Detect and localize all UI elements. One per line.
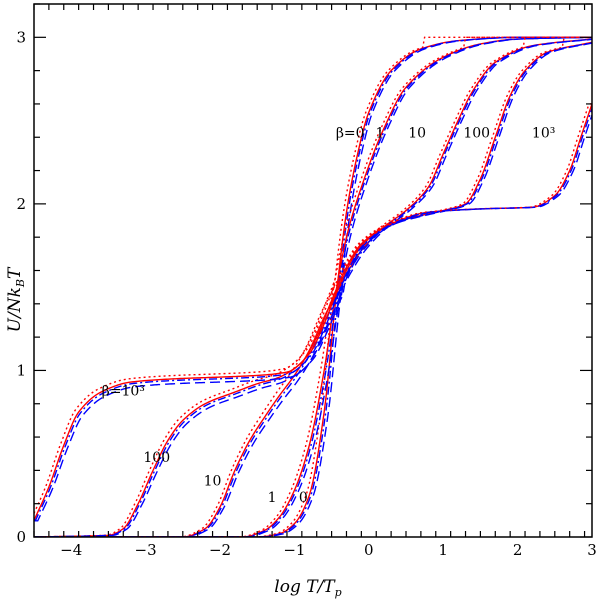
x-axis-label: log T/Tp [274,577,341,599]
curve-annotation: 10 [408,125,426,141]
series-line-3-dash-dot [34,41,592,537]
curve-annotation: β=0 [336,125,365,141]
y-tick-label: 0 [16,528,26,546]
series-line-2-solid [34,38,592,537]
series-line-1-dashed [34,36,592,537]
curve-annotation: 1 [268,490,277,506]
curve-annotation: 100 [463,125,490,141]
curve-annotation: 100 [143,450,170,466]
x-tick-label: 3 [587,541,597,559]
series-layer [34,36,592,537]
x-tick-label: −3 [135,541,157,559]
tick-labels: −4 −3 −2 −1 0 1 2 3 0 1 2 3 [16,28,596,559]
series-line-3-dashed [34,42,592,537]
y-tick-label: 1 [16,361,26,379]
curve-annotation: 1 [375,125,384,141]
y-tick-label: 3 [16,28,26,46]
x-tick-label: −4 [60,541,82,559]
x-tick-label: 2 [513,541,523,559]
x-tick-label: −2 [209,541,231,559]
curve-annotation: 10 [204,473,222,489]
y-axis-label: U/NkBT [5,266,27,332]
x-tick-label: 0 [364,541,374,559]
curve-annotation: 10³ [532,125,555,141]
series-line-0-dash-dot [34,36,592,537]
series-line-4-dash-dot [34,108,592,522]
series-line-3-solid [34,41,592,537]
y-tick-label: 2 [16,195,26,213]
x-tick-label: 1 [438,541,448,559]
x-tick-label: −1 [283,541,305,559]
curve-annotation: β=10³ [102,383,145,399]
series-line-1-dash-dot [34,36,592,537]
series-line-4-dashed [34,114,592,522]
series-line-2-dotted [34,36,592,537]
series-line-3-dotted [34,36,592,537]
ticks-layer [33,3,592,538]
curve-annotation: 0 [299,490,308,506]
